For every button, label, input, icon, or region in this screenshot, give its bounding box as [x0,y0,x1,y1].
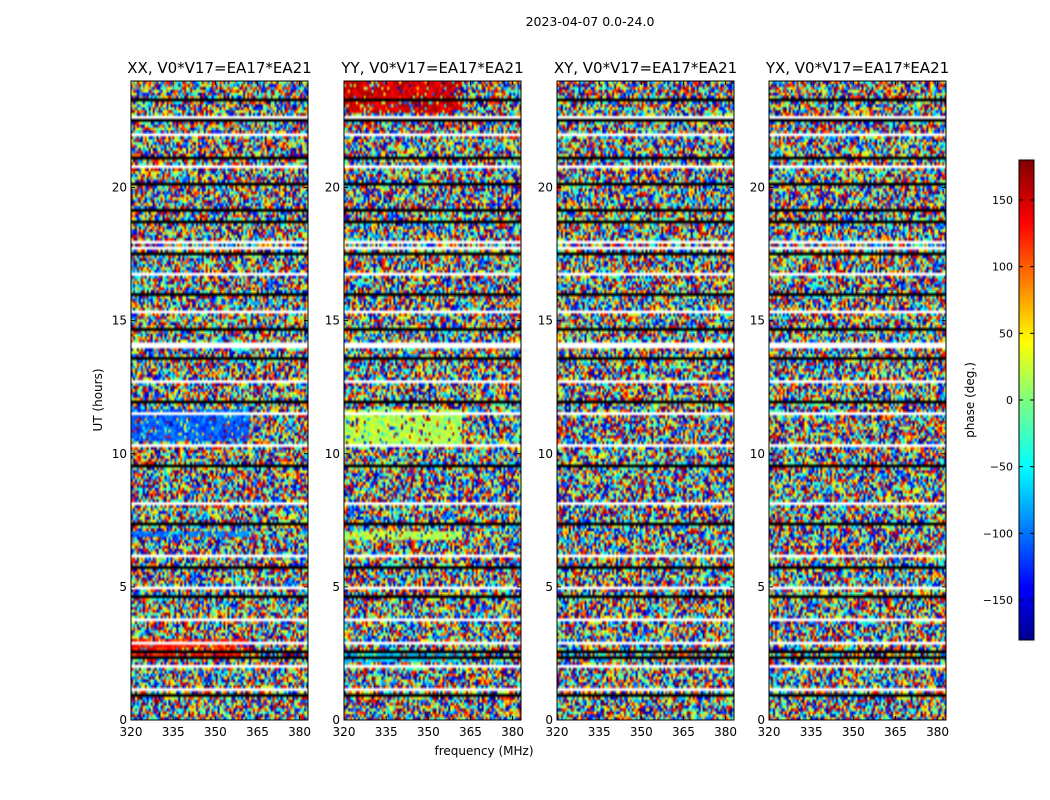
colorbar: 150 100 50 0 −50 −100 −150 phase (deg.) [963,159,1035,641]
y-tick-label: 0 [545,713,553,727]
y-tick-label: 20 [538,181,553,195]
panel-frame [556,80,735,721]
x-tick-label: 365 [246,725,269,739]
colorbar-ticks: 150 100 50 0 −50 −100 −150 [983,194,1034,607]
heatmap-image [344,81,521,720]
y-tick-label: 0 [119,713,127,727]
colorbar-label: phase (deg.) [963,362,977,438]
y-tick-label: 20 [112,181,127,195]
y-tick-label: 0 [332,713,340,727]
y-tick-label: 15 [750,314,765,328]
colorbar-tick-label: 0 [1006,394,1013,407]
x-tick-label: 365 [672,725,695,739]
x-tick-label: 335 [162,725,185,739]
panels: XX, V0*V17=EA17*EA21 320 335 350 365 380 0 5 10 1… [112,59,949,739]
y-tick-label: 15 [538,314,553,328]
panel-1: XX, V0*V17=EA17*EA21 320 335 350 365 380 0 5 10 1… [112,59,312,739]
x-tick-label: 380 [714,725,737,739]
y-tick-label: 5 [545,580,553,594]
heatmap-image [769,81,946,720]
figure-title: 2023-04-07 0.0-24.0 [526,14,655,29]
x-tick-label: 320 [120,725,143,739]
heatmap-image [557,81,734,720]
panel-4: YX, V0*V17=EA17*EA21 320 335 350 365 380 0 5 10 1… [750,59,949,739]
y-tick-label: 5 [332,580,340,594]
colorbar-tick-label: 50 [999,327,1013,340]
y-axis-label: UT (hours) [91,368,105,431]
y-tick-label: 20 [750,181,765,195]
y-tick-label: 15 [325,314,340,328]
x-tick-label: 350 [417,725,440,739]
colorbar-tick-label: −150 [983,594,1013,607]
x-tick-label: 365 [459,725,482,739]
x-tick-label: 335 [588,725,611,739]
x-axis-label: frequency (MHz) [434,744,533,758]
x-tick-label: 350 [204,725,227,739]
panel-title: XX, V0*V17=EA17*EA21 [127,59,311,77]
x-tick-label: 320 [333,725,356,739]
x-tick-label: 365 [884,725,907,739]
x-tick-label: 335 [800,725,823,739]
y-tick-label: 5 [757,580,765,594]
y-tick-label: 10 [750,447,765,461]
colorbar-tick-label: 100 [992,261,1013,274]
panel-title: YY, V0*V17=EA17*EA21 [340,59,523,77]
colorbar-tick-label: 150 [992,194,1013,207]
x-tick-label: 350 [630,725,653,739]
panel-frame [130,80,309,721]
x-tick-label: 335 [375,725,398,739]
panel-frame [768,80,947,721]
panel-title: YX, V0*V17=EA17*EA21 [765,59,949,77]
x-tick-label: 320 [546,725,569,739]
panel-3: XY, V0*V17=EA17*EA21 320 335 350 365 380 0 5 10 1… [538,59,737,739]
colorbar-tick-label: −100 [983,527,1013,540]
y-tick-label: 0 [757,713,765,727]
colorbar-tick-label: −50 [990,461,1013,474]
x-tick-label: 380 [501,725,524,739]
x-tick-label: 320 [758,725,781,739]
y-tick-label: 20 [325,181,340,195]
panel-2: YY, V0*V17=EA17*EA21 320 335 350 365 380 0 5 10 1… [325,59,524,739]
y-tick-label: 10 [112,447,127,461]
panel-frame [343,80,522,721]
heatmap-image [131,81,308,720]
x-tick-label: 380 [288,725,311,739]
x-tick-label: 380 [926,725,949,739]
x-tick-label: 350 [842,725,865,739]
y-tick-label: 10 [538,447,553,461]
panel-title: XY, V0*V17=EA17*EA21 [554,59,737,77]
y-tick-label: 10 [325,447,340,461]
y-tick-label: 15 [112,314,127,328]
y-tick-label: 5 [119,580,127,594]
